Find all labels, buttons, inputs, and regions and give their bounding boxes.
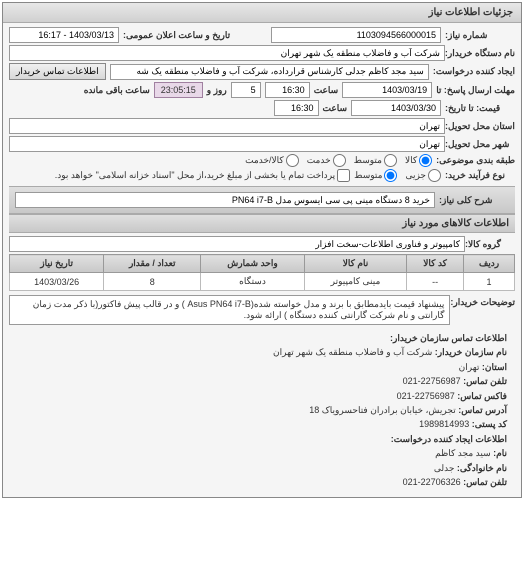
province-label: استان: — [482, 362, 507, 372]
goods-group-input[interactable] — [9, 236, 465, 252]
delivery-province-label: استان محل تحویل: — [445, 121, 515, 132]
buyer-name-label: نام دستگاه خریدار: — [445, 48, 515, 59]
radio-medium[interactable]: متوسط — [354, 154, 397, 167]
postal-value: 1989814993 — [419, 419, 469, 429]
remaining-time: 23:05:15 — [154, 82, 203, 98]
day-count[interactable] — [231, 82, 261, 98]
th-unit: واحد شمارش — [201, 255, 305, 273]
delivery-city-input[interactable] — [9, 136, 445, 152]
postal-label: کد پستی: — [472, 419, 507, 429]
contact-phone-label: تلفن تماس: — [463, 477, 507, 487]
radio-goods[interactable]: کالا — [405, 154, 432, 167]
notes-text: پیشنهاد قیمت بایدمطابق با برند و مدل خوا… — [9, 295, 450, 325]
price-until-date[interactable] — [351, 100, 441, 116]
buyer-name-input[interactable] — [9, 45, 445, 61]
public-datetime-input[interactable] — [9, 27, 119, 43]
deadline-send-time[interactable] — [265, 82, 310, 98]
deadline-send-date[interactable] — [342, 82, 432, 98]
contact-phone-value: 22706326-021 — [403, 477, 461, 487]
subject-input[interactable] — [15, 192, 435, 208]
subject-label: شرح کلی نیاز: — [439, 195, 509, 206]
panel-title: جزئیات اطلاعات نیاز — [3, 3, 521, 23]
process-type-label: نوع فرآیند خرید: — [445, 170, 515, 181]
price-until-time[interactable] — [274, 100, 319, 116]
cell-date: 1403/03/26 — [10, 273, 104, 291]
cell-code: -- — [407, 273, 464, 291]
name-value: سید مجد کاظم — [435, 448, 491, 458]
fax-label: فاکس تماس: — [457, 391, 507, 401]
day-label: روز و — [207, 85, 227, 96]
time-label-1: ساعت — [314, 85, 339, 96]
goods-section-title: اطلاعات کالاهای مورد نیاز — [9, 214, 515, 233]
radio-goods-service[interactable]: کالا/خدمت — [245, 154, 299, 167]
family-label: نام خانوادگی: — [457, 463, 507, 473]
request-number-input[interactable] — [271, 27, 441, 43]
price-until-label: قیمت: تا تاریخ: — [445, 103, 515, 114]
request-number-label: شماره نیاز: — [445, 30, 515, 41]
contact-section: اطلاعات تماس سازمان خریدار: نام سازمان خ… — [9, 327, 515, 493]
process-type-radio-group: جزیی متوسط — [354, 169, 441, 182]
contact-section-title: اطلاعات تماس سازمان خریدار: — [390, 333, 507, 343]
time-label-2: ساعت — [323, 103, 348, 114]
cell-name: مینی کامپیوتر — [304, 273, 406, 291]
th-date: تاریخ نیاز — [10, 255, 104, 273]
requester-label: ایجاد کننده درخواست: — [433, 66, 515, 77]
process-note-checkbox[interactable]: پرداخت تمام یا بخشی از مبلغ خرید،از محل … — [55, 169, 350, 182]
requester-section-title: اطلاعات ایجاد کننده درخواست: — [391, 434, 507, 444]
public-datetime-label: تاریخ و ساعت اعلان عمومی: — [123, 30, 230, 41]
goods-table: ردیف کد کالا نام کالا واحد شمارش تعداد /… — [9, 254, 515, 291]
th-code: کد کالا — [407, 255, 464, 273]
buyer-contact-button[interactable]: اطلاعات تماس خریدار — [9, 63, 106, 80]
th-row: ردیف — [464, 255, 515, 273]
classification-radio-group: کالا متوسط خدمت کالا/خدمت — [245, 154, 432, 167]
org-value: شرکت آب و فاضلاب منطقه یک شهر تهران — [273, 347, 432, 357]
delivery-city-label: شهر محل تحویل: — [445, 139, 515, 150]
radio-service[interactable]: خدمت — [307, 154, 346, 167]
cell-idx: 1 — [464, 273, 515, 291]
remaining-label: ساعت باقی مانده — [84, 85, 150, 96]
fax-value: 22756987-021 — [397, 391, 455, 401]
address-value: تجریش، خیابان برادران فتاحسرویاک 18 — [309, 405, 455, 415]
family-value: جدلی — [434, 463, 455, 473]
requester-input[interactable] — [110, 64, 429, 80]
org-label: نام سازمان خریدار: — [435, 347, 507, 357]
phone-label: تلفن تماس: — [463, 376, 507, 386]
notes-label: توضیحات خریدار: — [450, 295, 515, 308]
radio-medium2[interactable]: متوسط — [354, 169, 397, 182]
table-row[interactable]: 1 -- مینی کامپیوتر دستگاه 8 1403/03/26 — [10, 273, 515, 291]
goods-group-label: گروه کالا: — [465, 239, 515, 250]
phone-value: 22756987-021 — [403, 376, 461, 386]
th-name: نام کالا — [304, 255, 406, 273]
cell-qty: 8 — [104, 273, 201, 291]
cell-unit: دستگاه — [201, 273, 305, 291]
delivery-province-input[interactable] — [9, 118, 445, 134]
th-qty: تعداد / مقدار — [104, 255, 201, 273]
deadline-send-label: مهلت ارسال پاسخ: تا — [436, 85, 515, 96]
classification-label: طبقه بندی موضوعی: — [436, 155, 515, 166]
address-label: آدرس تماس: — [458, 405, 507, 415]
radio-partial[interactable]: جزیی — [405, 169, 441, 182]
name-label: نام: — [493, 448, 507, 458]
province-value: تهران — [459, 362, 480, 372]
